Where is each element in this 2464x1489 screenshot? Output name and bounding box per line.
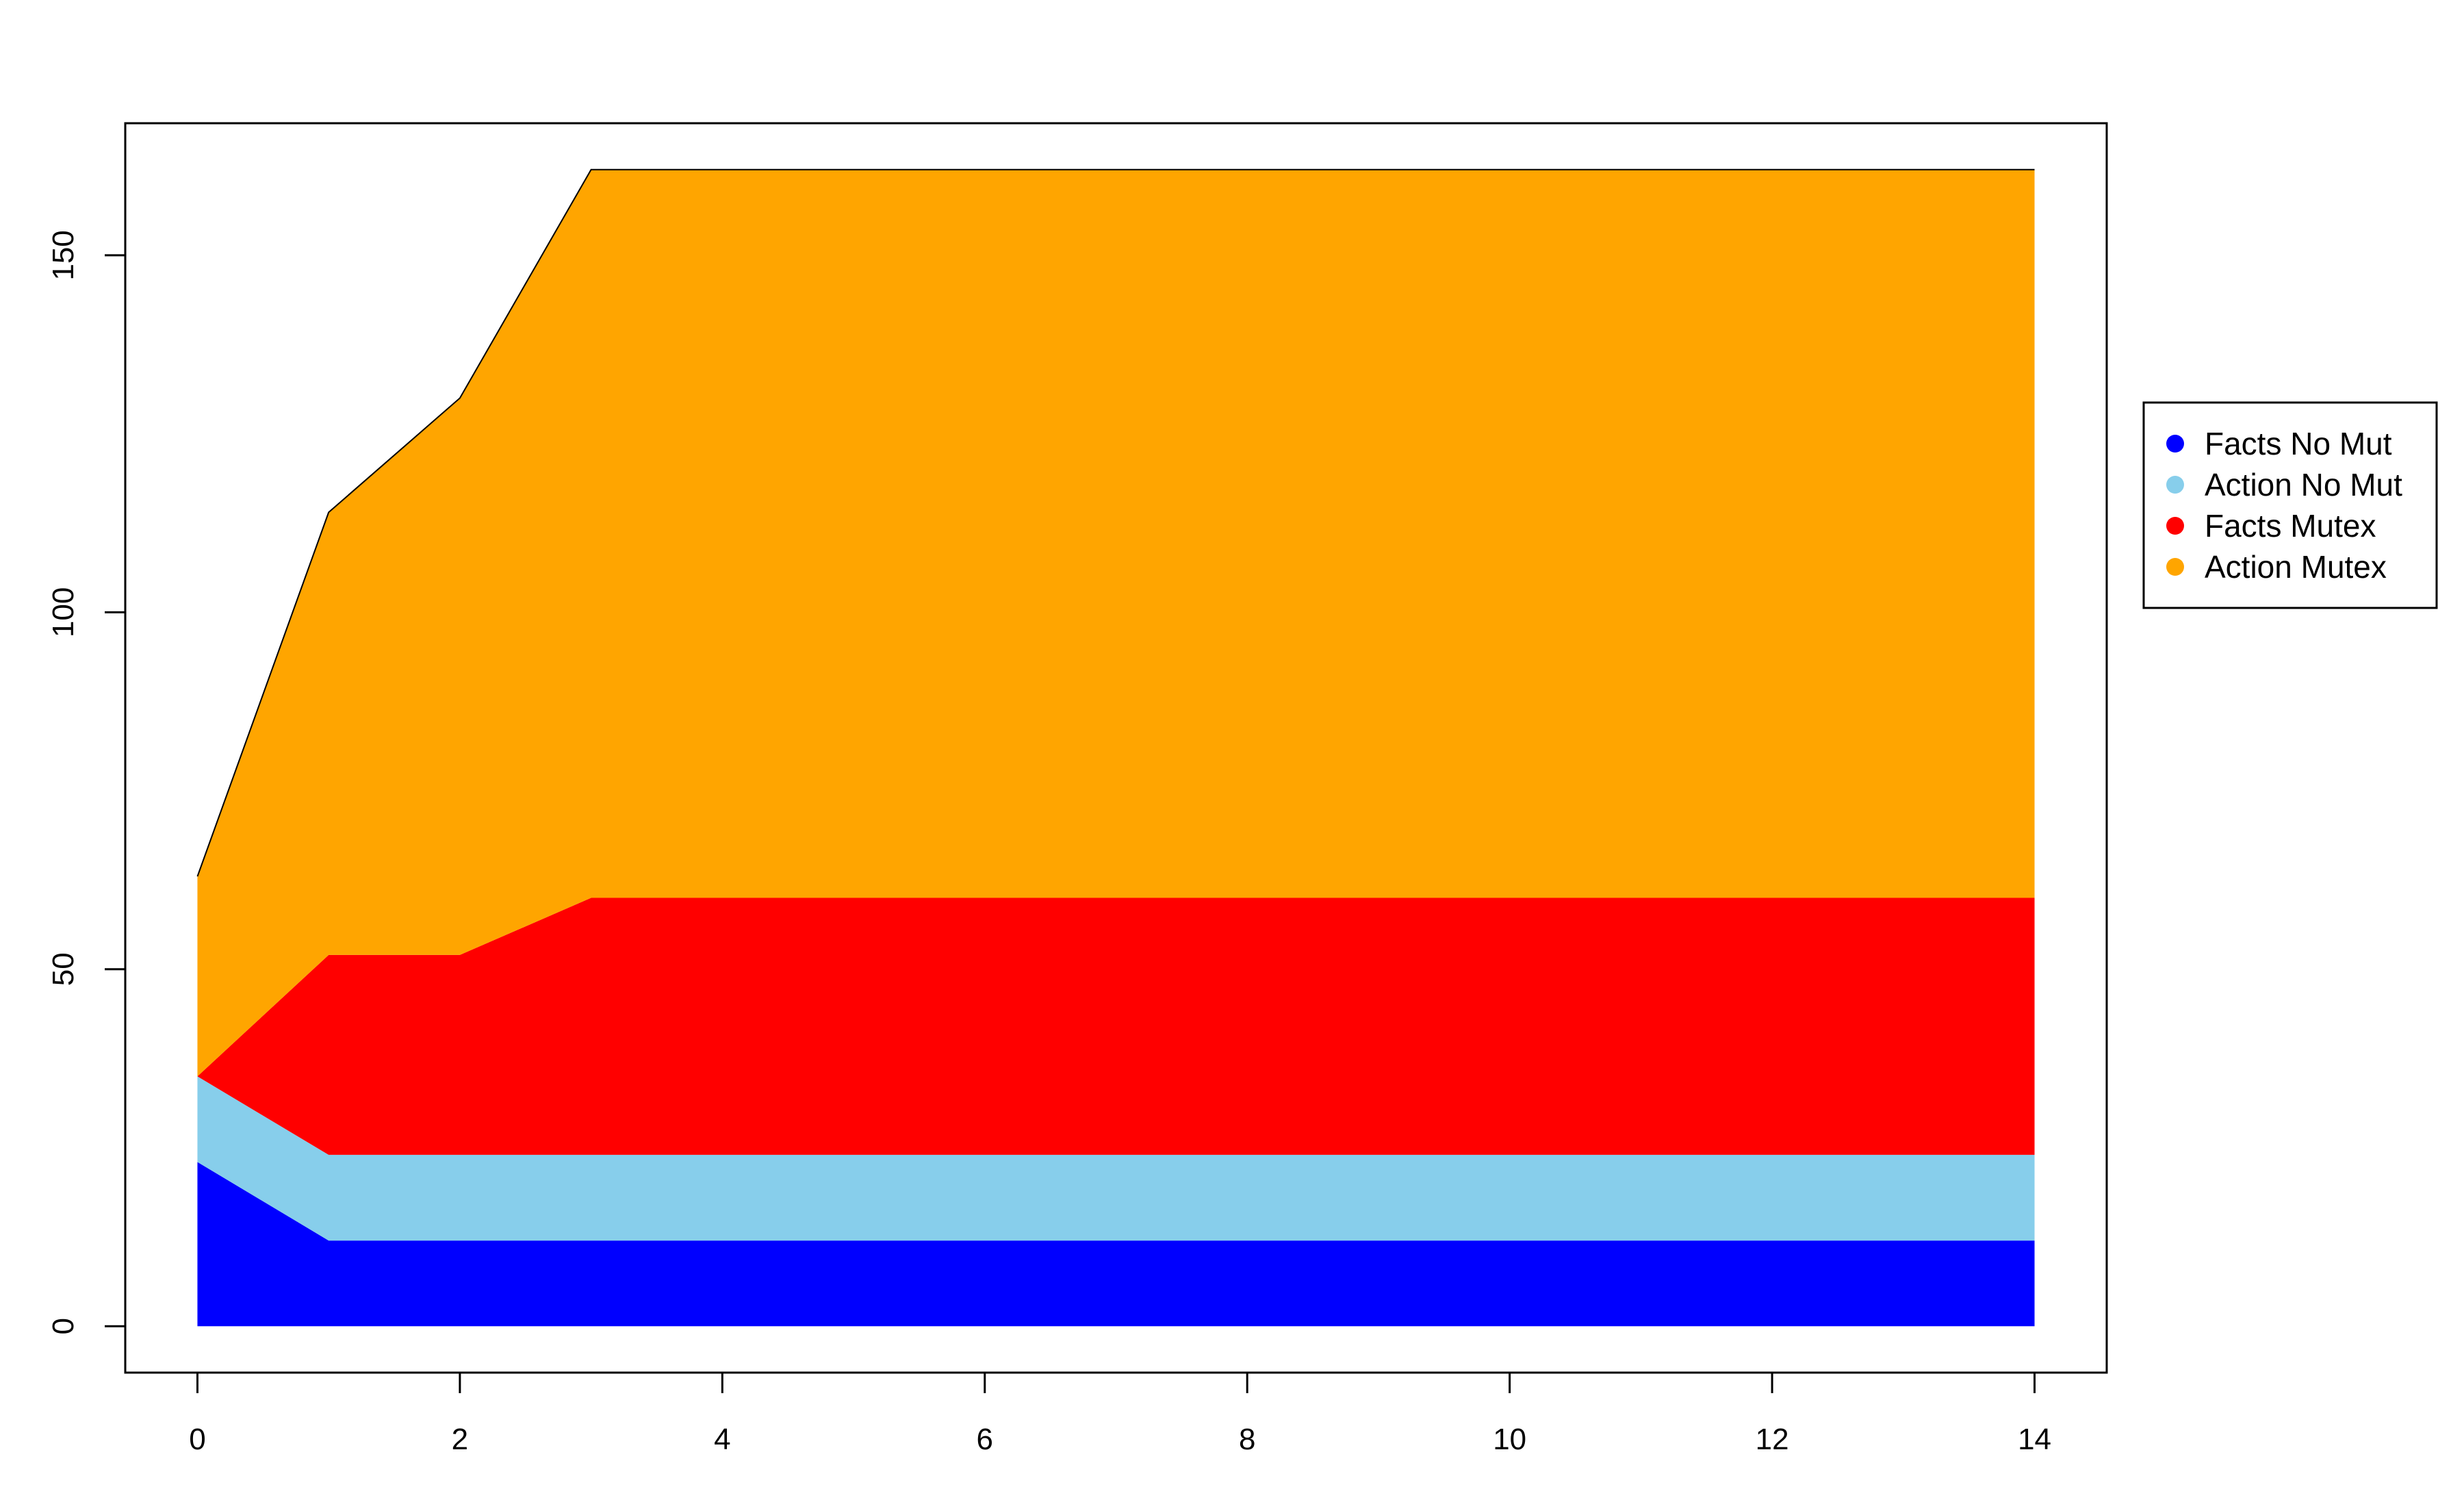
x-tick-label: 14 [2018, 1423, 2051, 1456]
x-tick-label: 4 [714, 1423, 730, 1456]
legend-label-action-mutex: Action Mutex [2205, 549, 2387, 585]
legend-label-facts-mutex: Facts Mutex [2205, 508, 2376, 544]
legend-label-action-no-mut: Action No Mut [2205, 467, 2402, 502]
legend-swatch-facts-no-mut [2166, 435, 2184, 453]
area-facts-no-mut [197, 1162, 2035, 1327]
legend: Facts No Mut Action No Mut Facts Mutex Acti… [2142, 401, 2438, 609]
x-tick-label: 6 [977, 1423, 993, 1456]
x-tick-label: 8 [1239, 1423, 1255, 1456]
legend-box [2142, 401, 2438, 609]
y-tick-label: 0 [47, 1318, 80, 1334]
x-tick-label: 12 [1756, 1423, 1789, 1456]
y-tick-label: 150 [47, 230, 80, 280]
legend-swatch-action-mutex [2166, 558, 2184, 576]
x-tick-label: 10 [1493, 1423, 1526, 1456]
y-axis: 0 50 100 150 [47, 230, 127, 1334]
y-tick-label: 100 [47, 587, 80, 637]
y-tick-label: 50 [47, 952, 80, 986]
area-layers [197, 169, 2035, 1327]
x-tick-label: 2 [452, 1423, 468, 1456]
x-tick-label: 0 [189, 1423, 205, 1456]
area-facts-mutex [197, 898, 2035, 1155]
stack-top-outline [196, 168, 2035, 877]
x-axis: 0 2 4 6 8 10 12 14 [189, 1371, 2051, 1456]
legend-label-facts-no-mut: Facts No Mut [2205, 426, 2392, 461]
area-action-mutex [197, 169, 2035, 1077]
legend-swatch-facts-mutex [2166, 517, 2184, 535]
area-action-no-mut [197, 1076, 2035, 1241]
legend-swatch-action-no-mut [2166, 476, 2184, 494]
